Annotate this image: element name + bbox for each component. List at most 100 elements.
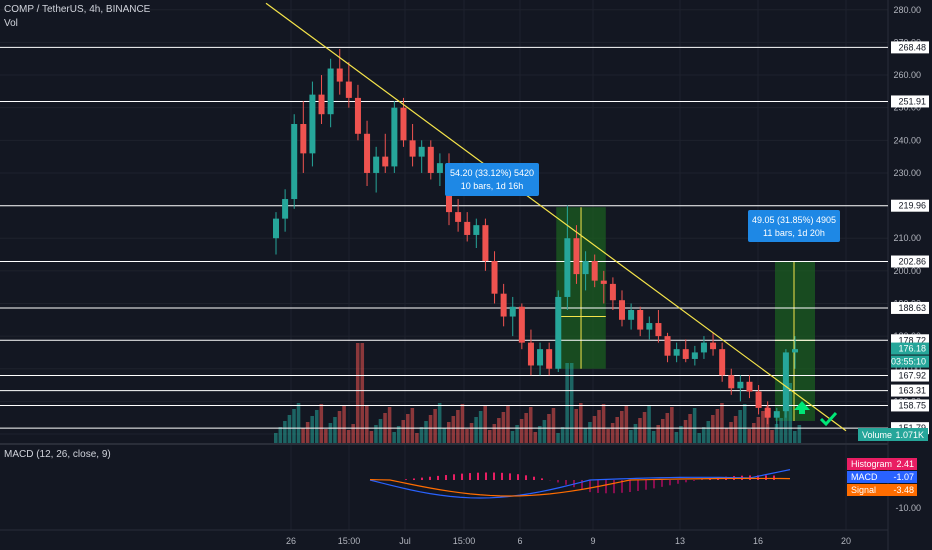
candle-body: [573, 238, 580, 275]
checkmark-icon: [819, 411, 838, 427]
volume-bar: [674, 432, 679, 443]
candle-body: [700, 342, 707, 353]
level-price-label: 188.63: [898, 303, 926, 313]
time-axis-tick: 13: [675, 536, 685, 546]
markers: [794, 401, 838, 427]
candle-body: [637, 310, 644, 330]
measure-label-line1: 49.05 (31.85%) 4905: [752, 215, 836, 225]
volume-bar: [551, 408, 556, 443]
volume-bar: [419, 427, 424, 443]
volume-bar: [351, 424, 355, 443]
volume-bar: [774, 424, 779, 443]
volume-bar: [487, 430, 492, 443]
macd-badge-bg: [847, 458, 917, 470]
candle-body: [682, 349, 689, 359]
candle-body: [427, 146, 434, 173]
measure-label-line1: 54.20 (33.12%) 5420: [450, 168, 534, 178]
volume-bar: [292, 409, 296, 443]
level-price-label-bg: [891, 199, 929, 212]
time-axis-tick: 15:00: [338, 536, 361, 546]
volume-bar: [374, 425, 378, 443]
volume-bar: [392, 432, 396, 443]
descending-trendline[interactable]: [265, 2, 847, 432]
time-axis-tick: 16: [753, 536, 763, 546]
time-axis-tick: 6: [517, 536, 522, 546]
level-price-label: 251.91: [898, 96, 926, 106]
volume-bars: [274, 343, 802, 443]
volume-bar: [606, 429, 610, 443]
candle-body: [728, 375, 735, 389]
volume-bar: [569, 363, 574, 443]
volume-bar: [469, 423, 474, 443]
volume-bar: [328, 423, 333, 443]
candle-body: [755, 391, 762, 408]
candle-body: [628, 310, 635, 320]
volume-bar: [706, 421, 711, 443]
volume-bar: [620, 411, 624, 443]
price-axis-tick: 260.00: [893, 70, 921, 80]
candle-body: [609, 283, 616, 301]
volume-bar: [633, 424, 638, 443]
volume-indicator-label: Vol: [4, 18, 18, 29]
candle-body: [555, 296, 562, 369]
candle-body: [600, 280, 607, 284]
volume-bar: [642, 412, 647, 443]
up-arrow-icon: [794, 401, 810, 414]
volume-bar: [437, 403, 442, 443]
volume-badge-value: 1.071K: [895, 430, 924, 440]
level-price-label-bg: [891, 301, 929, 314]
candle-body: [792, 349, 798, 353]
volume-bar: [574, 409, 579, 443]
volume-bar: [424, 421, 428, 443]
volume-bar: [715, 409, 720, 443]
level-price-label: 163.31: [898, 386, 926, 396]
current-price-label: 176.18: [898, 344, 926, 354]
volume-bar: [724, 428, 729, 443]
candle-body: [491, 261, 498, 294]
volume-bar: [615, 417, 619, 443]
candle-body: [719, 349, 726, 376]
horizontal-levels[interactable]: [0, 46, 888, 429]
candle-body: [646, 323, 653, 330]
volume-bar: [401, 420, 406, 443]
macd-pane: [369, 469, 791, 499]
volume-bar: [797, 425, 802, 443]
candle-body: [464, 221, 471, 235]
volume-bar: [456, 410, 460, 443]
candle-body: [482, 225, 489, 262]
candle-body: [436, 163, 443, 173]
volume-bar: [533, 432, 538, 443]
volume-bar: [733, 416, 738, 443]
volume-bar: [283, 421, 287, 443]
volume-badge-bg: [858, 428, 928, 441]
volume-bar: [433, 409, 437, 443]
level-price-label-bg: [891, 95, 929, 108]
volume-bar: [460, 404, 465, 443]
volume-bar: [542, 420, 547, 443]
macd-badge-label: Histogram: [851, 459, 892, 469]
volume-bar: [592, 416, 597, 443]
volume-bar: [738, 410, 742, 443]
volume-bar: [474, 417, 478, 443]
measure-label-box: [445, 163, 539, 196]
candle-body: [291, 124, 298, 200]
volume-bar: [638, 418, 642, 443]
time-axis-tick: 15:00: [453, 536, 476, 546]
volume-bar: [742, 404, 747, 443]
candle-body: [400, 107, 407, 141]
price-axis-tick: 250.00: [893, 103, 921, 113]
candle-body: [282, 199, 289, 219]
volume-bar: [697, 433, 701, 443]
candle-body: [318, 94, 325, 115]
candle-body: [345, 81, 352, 98]
volume-bar: [528, 407, 533, 443]
candle-body: [364, 133, 371, 173]
candle-body: [782, 352, 789, 412]
volume-bar: [656, 425, 660, 443]
candle-body: [309, 94, 316, 154]
volume-bar: [556, 433, 560, 443]
volume-bar: [478, 411, 483, 443]
volume-bar: [378, 419, 383, 443]
candle-body: [500, 293, 507, 317]
